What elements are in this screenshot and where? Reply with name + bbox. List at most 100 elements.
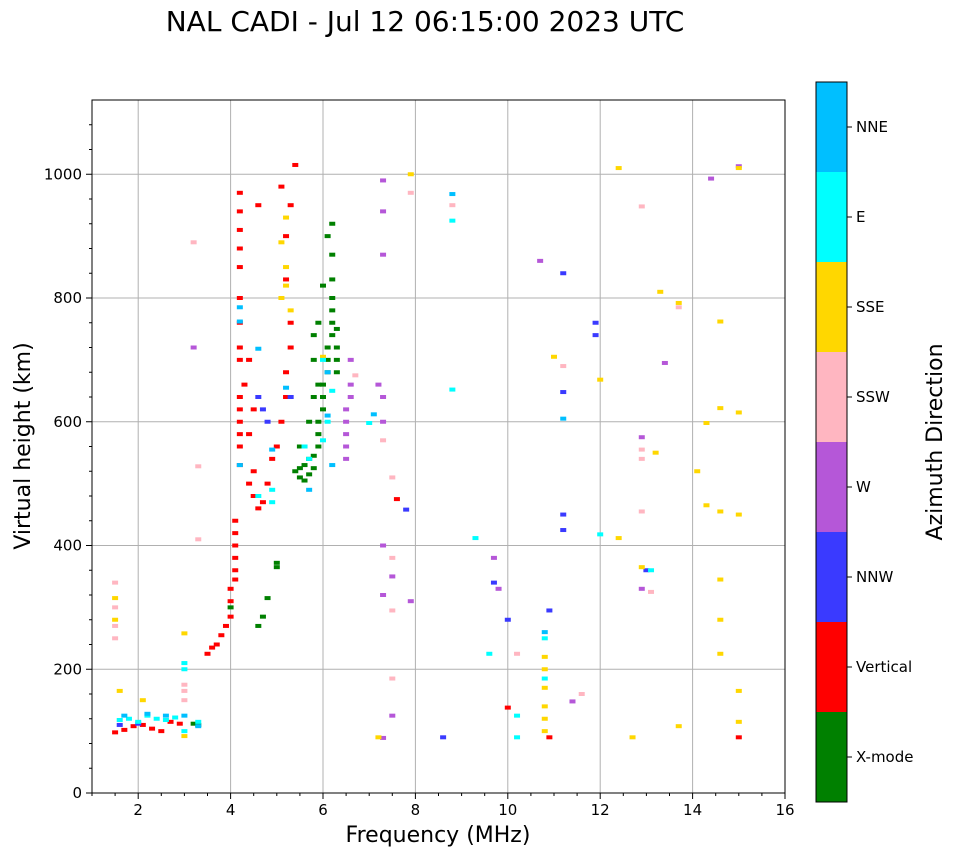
data-point-vertical [278, 419, 285, 424]
data-point-e [162, 717, 169, 722]
data-point-w [389, 713, 396, 718]
data-point-vertical [287, 345, 294, 350]
data-point-sse [675, 300, 682, 305]
data-point-vertical [283, 277, 290, 282]
data-point-x-mode [255, 623, 262, 628]
data-point-vertical [246, 481, 253, 486]
data-point-nnw [440, 735, 447, 740]
data-point-x-mode [320, 283, 326, 288]
data-point-ssw [389, 608, 396, 613]
data-point-x-mode [306, 419, 313, 424]
data-point-x-mode [315, 320, 322, 325]
data-point-vertical [259, 500, 266, 505]
colorbar-label: NNW [856, 568, 893, 586]
y-tick-label: 1000 [44, 165, 82, 183]
data-point-ssw [195, 537, 202, 542]
y-axis-ticks: 0 200 400 600 800 1000 [44, 124, 92, 802]
data-point-vertical [112, 730, 119, 735]
data-point-nne [236, 463, 243, 468]
colorbar-segment [816, 352, 847, 442]
data-point-ssw [190, 240, 197, 245]
grid [92, 100, 786, 794]
data-point-sse [735, 688, 742, 693]
data-point-vertical [283, 370, 290, 375]
data-points [112, 162, 742, 740]
data-point-e [597, 532, 604, 537]
data-point-e [195, 719, 202, 724]
data-point-vertical [236, 345, 243, 350]
data-point-nnw [403, 507, 410, 512]
data-point-w [537, 258, 544, 263]
colorbar-segment [816, 712, 847, 802]
data-point-vertical [264, 481, 271, 486]
data-point-x-mode [329, 296, 336, 300]
data-point-e [541, 636, 548, 641]
colorbar-title: Azimuth Direction [923, 343, 948, 540]
x-tick-label: 14 [683, 801, 702, 819]
data-point-sse [717, 319, 724, 324]
data-point-ssw [578, 692, 585, 696]
data-point-vertical [246, 432, 253, 437]
data-point-e [301, 444, 308, 449]
x-tick-label: 2 [133, 801, 143, 819]
data-point-vertical [283, 234, 290, 239]
data-point-nne [370, 412, 377, 417]
data-point-sse [375, 735, 382, 740]
data-point-w [343, 444, 350, 449]
data-point-w [343, 432, 350, 437]
y-tick-label: 400 [53, 537, 82, 555]
data-point-vertical [204, 651, 211, 656]
data-point-w [380, 252, 387, 257]
data-point-ssw [181, 698, 188, 703]
data-point-x-mode [296, 475, 303, 480]
data-point-vertical [236, 227, 243, 232]
data-point-e [306, 456, 313, 461]
data-point-nne [324, 370, 331, 375]
data-point-vertical [287, 320, 294, 325]
y-axis-label: Virtual height (km) [11, 342, 36, 549]
data-point-x-mode [292, 469, 299, 474]
data-point-e [648, 568, 655, 573]
colorbar-label: Vertical [856, 658, 912, 676]
data-point-vertical [255, 203, 262, 208]
data-point-sse [283, 215, 290, 220]
data-point-e [269, 500, 276, 505]
y-tick-label: 0 [72, 784, 82, 802]
data-point-vertical [232, 555, 239, 560]
data-point-sse [283, 283, 290, 288]
data-point-nne [269, 447, 276, 452]
data-point-vertical [246, 357, 253, 362]
data-point-w [708, 176, 715, 181]
data-point-nne [306, 487, 313, 492]
data-point-vertical [121, 727, 128, 732]
x-tick-label: 12 [591, 801, 610, 819]
data-point-sse [541, 704, 548, 709]
data-point-vertical [393, 497, 400, 502]
data-point-sse [694, 469, 701, 474]
data-point-x-mode [320, 395, 326, 399]
y-tick-label: 600 [53, 413, 82, 431]
data-point-sse [541, 667, 548, 672]
data-point-w [380, 543, 387, 548]
data-point-e [181, 667, 188, 672]
data-point-sse [139, 698, 146, 703]
data-point-x-mode [333, 345, 340, 350]
data-point-x-mode [315, 432, 322, 437]
data-point-ssw [112, 580, 119, 585]
data-point-e [514, 735, 521, 740]
data-point-nnw [560, 528, 567, 533]
data-point-x-mode [296, 444, 303, 449]
data-point-vertical [546, 735, 553, 740]
data-point-vertical [292, 162, 299, 167]
data-point-e [269, 487, 276, 492]
colorbar-label: W [856, 478, 871, 496]
data-point-vertical [273, 444, 280, 449]
y-tick-label: 800 [53, 289, 82, 307]
data-point-vertical [278, 184, 285, 189]
data-point-w [407, 599, 414, 604]
data-point-e [449, 387, 456, 392]
data-point-nnw [560, 271, 567, 276]
colorbar-segment [816, 442, 847, 532]
data-point-sse [181, 734, 188, 739]
